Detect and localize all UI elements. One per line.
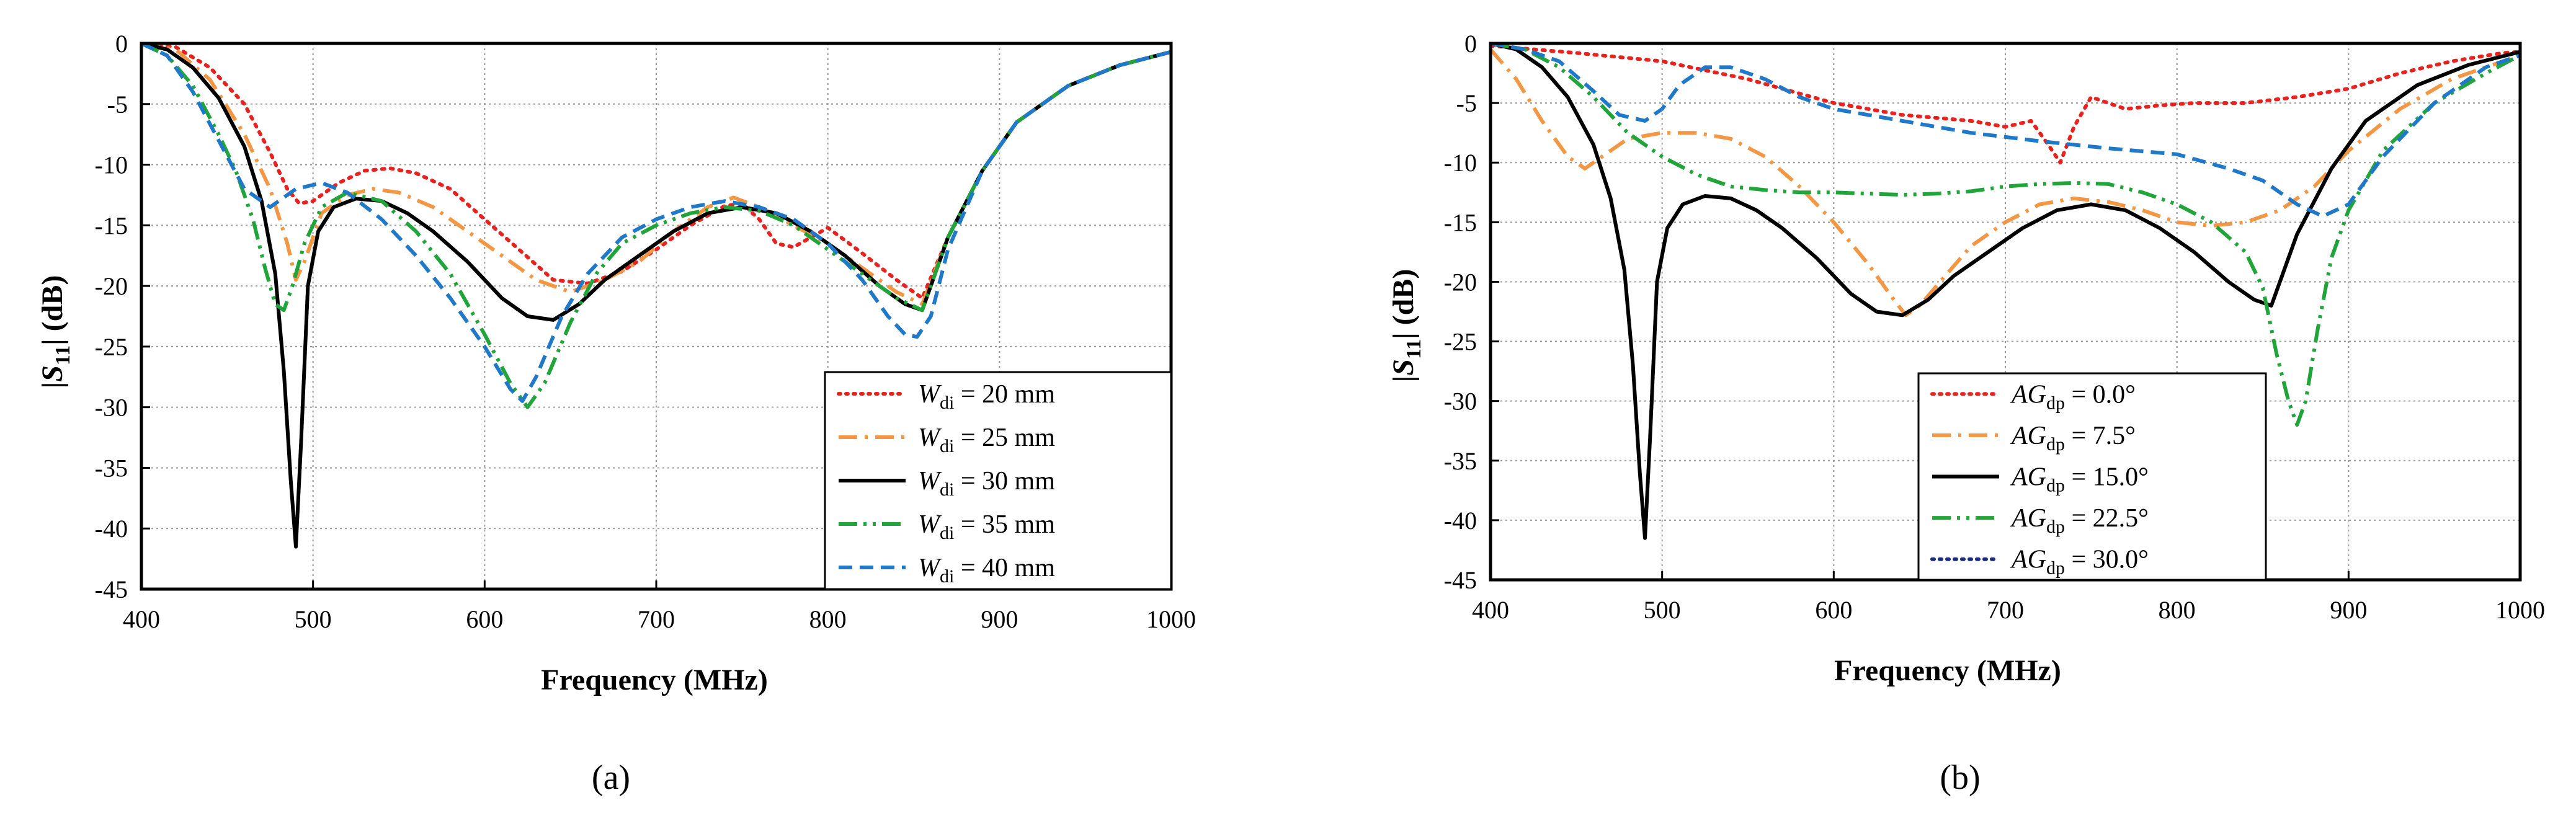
y-tick-label-a: -30	[95, 394, 128, 422]
legend-b: AGdp = 0.0° AGdp = 7.5° AGdp = 15.0° AGdp =…	[1917, 372, 2267, 581]
series-line-a-4	[141, 43, 1171, 403]
x-tick-label-b: 1000	[2495, 596, 2545, 624]
y-tick-label-a: -35	[95, 454, 128, 482]
x-tick-label-b: 700	[1987, 596, 2024, 624]
legend-label-b-3: AGdp = 22.5°	[2010, 504, 2149, 537]
panel-a-panel-label: (a)	[592, 758, 630, 797]
legend-label-b-4: AGdp = 30.0°	[2010, 546, 2149, 579]
x-tick-label-a: 600	[466, 605, 503, 633]
panel-a-xlabel: Frequency (MHz)	[541, 664, 768, 696]
legend-label-a-4: Wdi = 40 mm	[918, 554, 1055, 587]
y-tick-label-a: -20	[95, 272, 128, 300]
x-tick-label-b: 900	[2330, 596, 2367, 624]
x-tick-label-b: 500	[1644, 596, 1681, 624]
series-line-b-2	[1491, 43, 2520, 540]
legend-label-a-2: Wdi = 30 mm	[918, 467, 1055, 500]
x-tick-label-a: 1000	[1146, 605, 1196, 633]
y-tick-label-a: -25	[95, 333, 128, 361]
panel-b-chart: 400 500 600 700 800 900 1000 0 -5 -10 -15 -20 -25 -30…	[1444, 30, 2545, 624]
y-tick-label-a: -10	[95, 151, 128, 179]
legend-label-a-1: Wdi = 25 mm	[918, 424, 1055, 456]
x-tick-label-a: 900	[981, 605, 1018, 633]
panel-b-ylabel: |S11| (dB)	[1387, 269, 1425, 383]
y-tick-label-b: -15	[1444, 208, 1477, 236]
y-tick-label-b: -30	[1444, 388, 1477, 415]
x-tick-label-a: 400	[123, 605, 160, 633]
y-tick-label-b: -5	[1456, 89, 1477, 117]
panel-b-xlabel: Frequency (MHz)	[1834, 654, 2061, 687]
x-tick-label-a: 500	[295, 605, 332, 633]
y-tick-label-a: -15	[95, 211, 128, 239]
x-tick-label-a: 800	[809, 605, 847, 633]
series-line-b-4	[1491, 43, 2520, 218]
legend-label-b-1: AGdp = 7.5°	[2010, 422, 2136, 455]
x-tick-label-a: 700	[638, 605, 675, 633]
series-line-a-0	[141, 43, 1171, 300]
y-tick-label-a: -40	[95, 515, 128, 543]
y-tick-label-a: -5	[107, 91, 128, 118]
legend-label-a-3: Wdi = 35 mm	[918, 510, 1055, 543]
series-group-a	[141, 43, 1171, 549]
x-tick-label-b: 400	[1472, 596, 1509, 624]
series-group-b	[1491, 43, 2520, 540]
y-tick-label-b: -10	[1444, 149, 1477, 177]
y-tick-label-a: 0	[115, 30, 128, 58]
legend-a: Wdi = 20 mm Wdi = 25 mm Wdi = 30 mm Wdi = 3…	[824, 371, 1172, 590]
series-line-b-0	[1491, 43, 2520, 165]
panel-a-chart: 400 500 600 700 800 900 1000 0 -5 -10 -15 -20 -25 -30…	[95, 30, 1196, 633]
plot-frame-a	[140, 42, 1173, 591]
y-tick-label-b: -20	[1444, 268, 1477, 296]
legend-label-b-2: AGdp = 15.0°	[2010, 463, 2149, 496]
panel-a-ylabel: |S11| (dB)	[36, 275, 74, 389]
panel-b-panel-label: (b)	[1940, 758, 1980, 797]
y-tick-label-a: -45	[95, 575, 128, 603]
series-line-a-3	[141, 43, 1171, 409]
y-tick-label-b: -40	[1444, 507, 1477, 535]
y-tick-label-b: -35	[1444, 447, 1477, 475]
legend-label-b-0: AGdp = 0.0°	[2010, 380, 2136, 413]
y-tick-label-b: 0	[1464, 30, 1477, 58]
legend-label-a-0: Wdi = 20 mm	[918, 380, 1055, 413]
x-tick-label-b: 800	[2159, 596, 2196, 624]
y-tick-label-b: -25	[1444, 328, 1477, 356]
x-tick-label-b: 600	[1815, 596, 1852, 624]
y-tick-label-b: -45	[1444, 566, 1477, 594]
